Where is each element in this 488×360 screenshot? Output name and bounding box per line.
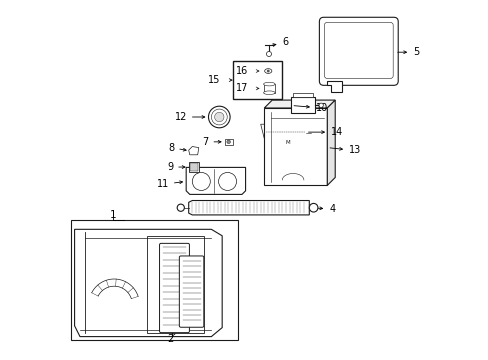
Circle shape	[211, 109, 227, 125]
FancyBboxPatch shape	[319, 17, 397, 85]
Bar	[224, 139, 232, 145]
Text: 13: 13	[329, 145, 361, 156]
Text: 1: 1	[110, 210, 116, 220]
FancyBboxPatch shape	[159, 243, 189, 333]
Text: 14: 14	[308, 127, 343, 137]
Circle shape	[318, 103, 323, 107]
Polygon shape	[75, 229, 222, 337]
Bar	[232, 61, 281, 99]
Bar	[263, 84, 275, 93]
Bar	[71, 220, 238, 340]
Polygon shape	[188, 147, 199, 155]
Text: 3: 3	[186, 294, 203, 306]
Polygon shape	[260, 124, 309, 139]
Circle shape	[226, 140, 230, 144]
Text: 8: 8	[168, 143, 186, 153]
Text: 16: 16	[235, 66, 247, 76]
FancyBboxPatch shape	[324, 22, 392, 78]
Ellipse shape	[263, 82, 275, 86]
Bar	[190, 163, 198, 171]
Bar	[291, 97, 314, 113]
Polygon shape	[188, 201, 309, 215]
Text: 15: 15	[207, 75, 220, 85]
Circle shape	[309, 203, 317, 212]
Circle shape	[208, 106, 230, 128]
Circle shape	[266, 51, 271, 57]
Text: 10: 10	[293, 103, 327, 113]
Circle shape	[214, 112, 224, 122]
Ellipse shape	[264, 69, 271, 73]
Ellipse shape	[263, 91, 275, 95]
Bar	[146, 236, 204, 333]
Text: 11: 11	[156, 179, 182, 189]
Polygon shape	[326, 81, 341, 92]
Circle shape	[218, 172, 236, 190]
Text: 9: 9	[167, 162, 184, 172]
Text: 17: 17	[235, 84, 248, 93]
Circle shape	[266, 69, 269, 72]
Text: 7: 7	[202, 137, 221, 147]
Text: 12: 12	[174, 112, 204, 122]
Polygon shape	[186, 167, 245, 194]
Circle shape	[192, 172, 210, 190]
Bar	[264, 108, 326, 185]
Polygon shape	[264, 100, 335, 108]
Text: 4: 4	[316, 204, 335, 214]
Text: M: M	[285, 140, 289, 145]
Bar	[188, 162, 199, 172]
Circle shape	[177, 204, 184, 211]
Text: 2: 2	[167, 333, 175, 344]
FancyBboxPatch shape	[179, 256, 203, 327]
Bar	[292, 93, 312, 97]
Text: 6: 6	[272, 37, 288, 48]
Text: 5: 5	[397, 47, 418, 57]
Polygon shape	[326, 100, 335, 185]
